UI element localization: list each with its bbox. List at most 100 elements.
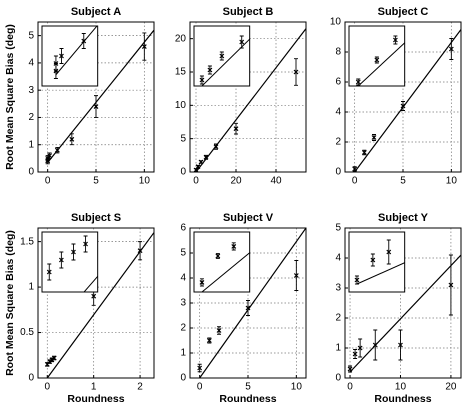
point [231, 243, 237, 249]
inset [193, 231, 251, 293]
fit-line [354, 29, 461, 172]
point [91, 293, 97, 299]
point [245, 305, 251, 311]
x-axis-label: Roundness [219, 393, 276, 402]
point [361, 150, 367, 155]
x-axis-label: Roundness [67, 393, 124, 402]
y-tick-label: 6 [180, 223, 186, 234]
x-tick-label: 0 [45, 176, 51, 187]
x-tick-label: 5 [245, 382, 251, 393]
axes-frame [344, 21, 462, 173]
x-tick-label: 20 [230, 176, 242, 187]
point [93, 104, 99, 109]
y-tick-label: 20 [175, 33, 187, 44]
y-tick-label: 3 [28, 85, 34, 96]
point [386, 249, 392, 255]
y-tick-label: 5 [28, 30, 34, 41]
y-tick-label: 0 [28, 373, 34, 384]
y-tick-label: 2 [335, 313, 341, 324]
y-axis-label: Root Mean Square Bias (deg) [4, 24, 16, 170]
point [195, 164, 201, 170]
point [81, 38, 87, 44]
point [54, 147, 60, 153]
point [352, 351, 358, 357]
point [448, 46, 454, 52]
point [193, 167, 199, 173]
point [83, 241, 88, 247]
point [370, 257, 376, 263]
x-tick-label: 2 [137, 382, 143, 393]
y-tick-label: 0 [335, 373, 341, 384]
point [207, 67, 213, 73]
point [199, 279, 205, 285]
x-tick-label: 0 [44, 382, 50, 393]
inset [41, 25, 99, 87]
axes-frame [37, 21, 155, 173]
point [392, 37, 398, 43]
fit-line [46, 232, 154, 378]
point [46, 269, 52, 275]
point [347, 366, 353, 372]
y-tick-label: 4 [335, 107, 341, 118]
axes-frame [37, 227, 155, 379]
fit-line [47, 29, 154, 163]
point [448, 282, 454, 288]
y-tick-label: 5 [180, 248, 186, 259]
x-tick-label: 5 [400, 176, 406, 187]
y-tick-label: 1 [28, 282, 34, 293]
inset [348, 231, 406, 293]
y-tick-label: 1.5 [20, 236, 34, 247]
axes-frame [189, 227, 307, 379]
point [374, 57, 380, 63]
inset-content [199, 242, 250, 292]
point [293, 69, 299, 75]
point [357, 345, 363, 351]
panel-title: Subject Y [378, 212, 429, 224]
point [58, 257, 64, 263]
inset-frame [193, 231, 251, 293]
y-tick-label: 4 [180, 273, 186, 284]
inset-content [53, 26, 98, 79]
inset-fit-line [201, 252, 250, 292]
point [219, 53, 225, 59]
y-tick-label: 10 [175, 100, 187, 111]
y-tick-label: 1 [180, 348, 186, 359]
x-tick-label: 0 [347, 382, 353, 393]
x-tick-label: 40 [270, 176, 282, 187]
y-tick-label: 0 [180, 373, 186, 384]
point [206, 338, 212, 343]
panel-title: Subject B [223, 6, 274, 18]
y-tick-label: 0 [180, 167, 186, 178]
x-tick-label: 0 [197, 382, 203, 393]
point [239, 39, 245, 45]
point [198, 159, 204, 165]
y-tick-label: 0 [28, 167, 34, 178]
point [51, 355, 57, 361]
x-tick-label: 5 [93, 176, 99, 187]
point [233, 126, 239, 132]
inset [193, 25, 251, 87]
point [293, 273, 299, 278]
x-tick-label: 10 [395, 382, 407, 393]
panel-title: Subject C [378, 6, 429, 18]
axes-frame [189, 21, 307, 173]
y-tick-label: 0.5 [20, 327, 34, 338]
inset-content [46, 235, 98, 292]
fit-line [199, 228, 306, 378]
point [354, 277, 360, 283]
x-tick-label: 10 [291, 382, 303, 393]
y-tick-label: 6 [335, 77, 341, 88]
point [372, 342, 378, 348]
inset [41, 231, 99, 293]
y-tick-label: 4 [335, 253, 341, 264]
y-tick-label: 1 [335, 343, 341, 354]
point [203, 154, 209, 160]
y-tick-label: 2 [28, 112, 34, 123]
inset-frame [41, 231, 99, 293]
y-tick-label: 5 [180, 133, 186, 144]
inset [348, 25, 406, 87]
x-axis-label: Roundness [374, 393, 431, 402]
y-axis-label: Root Mean Square Bias (deg) [4, 230, 16, 376]
